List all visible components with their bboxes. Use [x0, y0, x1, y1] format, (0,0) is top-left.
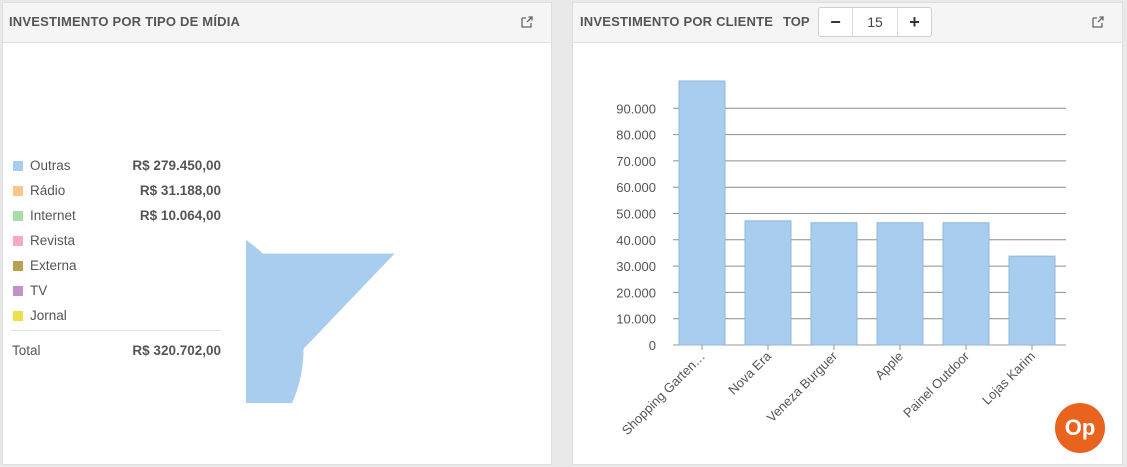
- pie-slice-outras[interactable]: [246, 216, 398, 403]
- legend-item[interactable]: TV: [11, 280, 221, 305]
- media-panel-title: INVESTIMENTO POR TIPO DE MÍDIA: [9, 14, 241, 29]
- client-panel-header: INVESTIMENTO POR CLIENTE TOP − +: [573, 3, 1122, 43]
- legend-label: Revista: [30, 233, 76, 248]
- legend-swatch: [13, 161, 23, 171]
- media-panel-header: INVESTIMENTO POR TIPO DE MÍDIA: [3, 3, 551, 43]
- increment-button[interactable]: +: [897, 8, 931, 36]
- y-tick-label: 80.000: [616, 128, 656, 143]
- legend-label: Internet: [30, 208, 76, 223]
- legend-item[interactable]: Rádio R$ 31.188,00: [11, 180, 221, 205]
- legend-swatch: [13, 211, 23, 221]
- bar[interactable]: [810, 222, 858, 346]
- legend-swatch: [13, 236, 23, 246]
- total-label: Total: [12, 343, 41, 358]
- x-category-label: Veneza Burguer: [764, 348, 841, 425]
- top-label: TOP: [783, 14, 810, 29]
- expand-icon[interactable]: [520, 15, 534, 29]
- bar[interactable]: [678, 80, 726, 346]
- legend-value: R$ 279.450,00: [132, 158, 221, 173]
- legend-label: Jornal: [30, 308, 67, 323]
- x-category-label: Nova Era: [725, 348, 774, 397]
- client-panel-title: INVESTIMENTO POR CLIENTE: [580, 14, 774, 29]
- decrement-button[interactable]: −: [819, 8, 853, 36]
- legend-swatch: [13, 186, 23, 196]
- x-category-label: Shopping Garten…: [619, 349, 708, 438]
- legend-swatch: [13, 286, 23, 296]
- legend-swatch: [13, 261, 23, 271]
- bar[interactable]: [744, 220, 792, 346]
- y-tick-label: 50.000: [616, 207, 656, 222]
- y-tick-label: 60.000: [616, 180, 656, 195]
- y-tick-label: 40.000: [616, 233, 656, 248]
- y-tick-label: 90.000: [616, 101, 656, 116]
- y-tick-label: 10.000: [616, 312, 656, 327]
- legend-item[interactable]: Revista: [11, 230, 221, 255]
- media-legend: Outras R$ 279.450,00 Rádio R$ 31.188,00 Inte…: [11, 155, 221, 361]
- media-pie-chart: [246, 216, 398, 403]
- bar[interactable]: [942, 222, 990, 346]
- legend-label: Rádio: [30, 183, 66, 198]
- x-category-label: Painel Outdoor: [900, 348, 972, 420]
- legend-item[interactable]: Jornal: [11, 305, 221, 330]
- legend-item[interactable]: Externa: [11, 255, 221, 280]
- client-investment-panel: INVESTIMENTO POR CLIENTE TOP − + 0 10.000…: [572, 2, 1123, 465]
- legend-item[interactable]: Outras R$ 279.450,00: [11, 155, 221, 180]
- op-logo: Op: [1055, 403, 1105, 453]
- legend-divider: [11, 330, 221, 331]
- legend-label: Outras: [30, 158, 71, 173]
- legend-item[interactable]: Internet R$ 10.064,00: [11, 205, 221, 230]
- top-count-input[interactable]: [853, 8, 897, 36]
- bar[interactable]: [876, 222, 924, 346]
- legend-label: TV: [30, 283, 48, 298]
- y-tick-label: 30.000: [616, 259, 656, 274]
- legend-total-row: Total R$ 320.702,00: [11, 331, 221, 361]
- y-tick-label: 0: [649, 338, 656, 353]
- x-category-label: Apple: [872, 349, 906, 383]
- y-tick-label: 20.000: [616, 285, 656, 300]
- client-bar-chart: 0 10.000 20.000 30.000 40.000 50.000 60.000 70.…: [616, 80, 1066, 438]
- y-tick-label: 70.000: [616, 154, 656, 169]
- legend-label: Externa: [30, 258, 77, 273]
- total-value: R$ 320.702,00: [132, 343, 221, 358]
- legend-value: R$ 31.188,00: [139, 183, 221, 198]
- legend-value: R$ 10.064,00: [139, 208, 221, 223]
- expand-icon[interactable]: [1091, 15, 1105, 29]
- legend-swatch: [13, 311, 23, 321]
- x-category-label: Lojas Karim: [979, 349, 1038, 408]
- bar[interactable]: [1008, 255, 1056, 346]
- top-stepper: − +: [818, 7, 932, 37]
- media-investment-panel: INVESTIMENTO POR TIPO DE MÍDIA Outras R$ …: [2, 2, 552, 465]
